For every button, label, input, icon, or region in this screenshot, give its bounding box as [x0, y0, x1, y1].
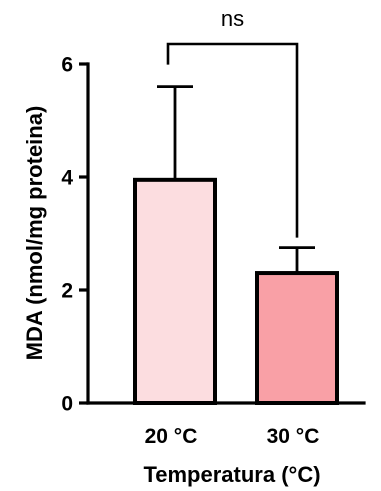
significance-label: ns: [221, 6, 244, 31]
bar: [255, 271, 339, 405]
x-axis-title: Temperatura (°C): [143, 462, 320, 487]
y-ticks-layer: 0 2 4 6: [61, 54, 88, 416]
y-axis-title: MDA (nmol/mg proteina): [22, 106, 47, 361]
y-tick-label: 4: [61, 167, 73, 190]
significance-bracket: [166, 42, 299, 238]
y-tick-label: 2: [61, 280, 73, 303]
y-tick-label: 6: [61, 54, 73, 77]
y-tick-label: 0: [61, 393, 73, 416]
axes-layer: [86, 62, 366, 405]
error-bars-layer: [157, 85, 315, 274]
bars-layer: [133, 177, 339, 405]
significance-layer: ns: [166, 6, 299, 238]
x-tick-labels-layer: 20 °C 30 °C: [145, 425, 320, 448]
x-tick-label: 20 °C: [145, 425, 198, 448]
bar: [133, 177, 217, 405]
x-tick-label: 30 °C: [267, 425, 320, 448]
